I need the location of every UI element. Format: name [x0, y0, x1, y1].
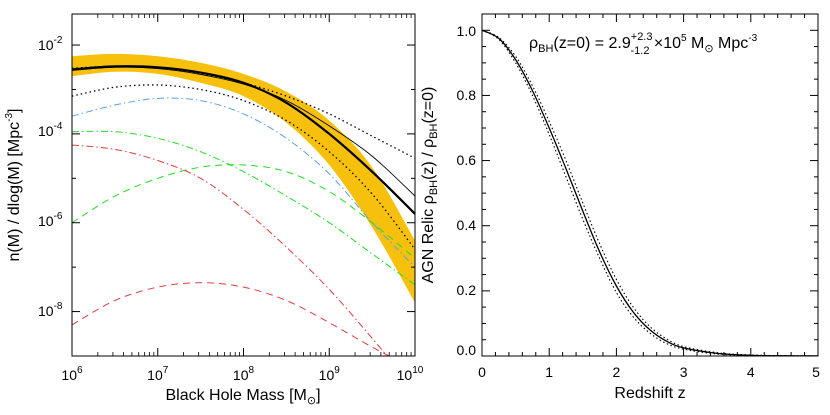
series-green-dashed: [72, 164, 415, 259]
right-y-axis-title: AGN Relic ρBH(z) / ρBH(z=0): [420, 87, 440, 284]
series-thick-solid: [72, 65, 415, 215]
right-x-axis-title: Redshift z: [614, 385, 685, 402]
left-x-tick-label: 108: [233, 365, 255, 383]
right-x-tick-label: 4: [747, 364, 755, 380]
right-y-tick-labels: 0.0 0.2 0.4 0.6 0.8 1.0: [457, 23, 477, 358]
series-green-dashdot: [72, 130, 415, 286]
right-x-tick-label: 1: [545, 364, 553, 380]
left-y-tick-label: 10-4: [38, 121, 63, 139]
series-blue-dashdot: [72, 97, 415, 268]
series-red-dashdot: [72, 144, 388, 356]
right-x-tick-label: 0: [478, 364, 486, 380]
left-y-axis-title: n(M) / dlog(M) [Mpc-3]: [4, 109, 23, 262]
left-ticks: [71, 14, 416, 357]
right-y-tick-label: 0.0: [457, 342, 477, 358]
left-x-tick-label: 106: [61, 365, 83, 383]
left-x-axis-title: Black Hole Mass [M⊙]: [165, 387, 320, 407]
series-red-dashed: [72, 282, 391, 356]
left-y-tick-label: 10-2: [38, 35, 63, 53]
right-y-tick-label: 0.4: [457, 217, 477, 233]
left-x-tick-labels: 106 107 108 109 1010: [61, 365, 423, 383]
left-y-tick-labels: 10-8 10-6 10-4 10-2: [38, 35, 63, 319]
right-plot-area: [482, 29, 818, 356]
right-panel: 0 1 2 3 4 5 0.0 0.2 0.4 0.6 0.8 1.0 Reds…: [420, 13, 820, 402]
right-x-tick-label: 3: [680, 364, 688, 380]
left-y-tick-label: 10-6: [38, 211, 63, 229]
uncertainty-band: [72, 53, 415, 303]
left-plot-area: [72, 53, 415, 356]
sun-symbol-icon: ⊙: [307, 395, 316, 407]
left-y-tick-label: 10-8: [38, 301, 63, 319]
right-plot-frame: [481, 13, 819, 357]
right-y-tick-label: 1.0: [457, 23, 477, 39]
right-y-tick-label: 0.8: [457, 87, 477, 103]
right-ticks: [481, 14, 819, 357]
right-y-tick-label: 0.2: [457, 282, 477, 298]
left-panel: 106 107 108 109 1010 10-8 10-6 10-4 10-2…: [4, 13, 424, 407]
series-dotted-lower: [482, 29, 818, 356]
right-annotation: ρBH(z=0) = 2.9+2.3 -1.2 ×105 M⊙ Mpc-3: [529, 31, 758, 57]
right-x-tick-labels: 0 1 2 3 4 5: [478, 364, 820, 380]
left-x-tick-label: 107: [147, 365, 169, 383]
right-y-tick-label: 0.6: [457, 152, 477, 168]
right-x-tick-label: 5: [812, 364, 820, 380]
left-x-tick-label: 1010: [397, 365, 424, 383]
sun-symbol-icon: ⊙: [704, 43, 713, 55]
right-x-tick-label: 2: [613, 364, 621, 380]
left-x-tick-label: 109: [319, 365, 341, 383]
series-solid: [482, 29, 818, 356]
series-dotted-upper: [482, 29, 818, 356]
